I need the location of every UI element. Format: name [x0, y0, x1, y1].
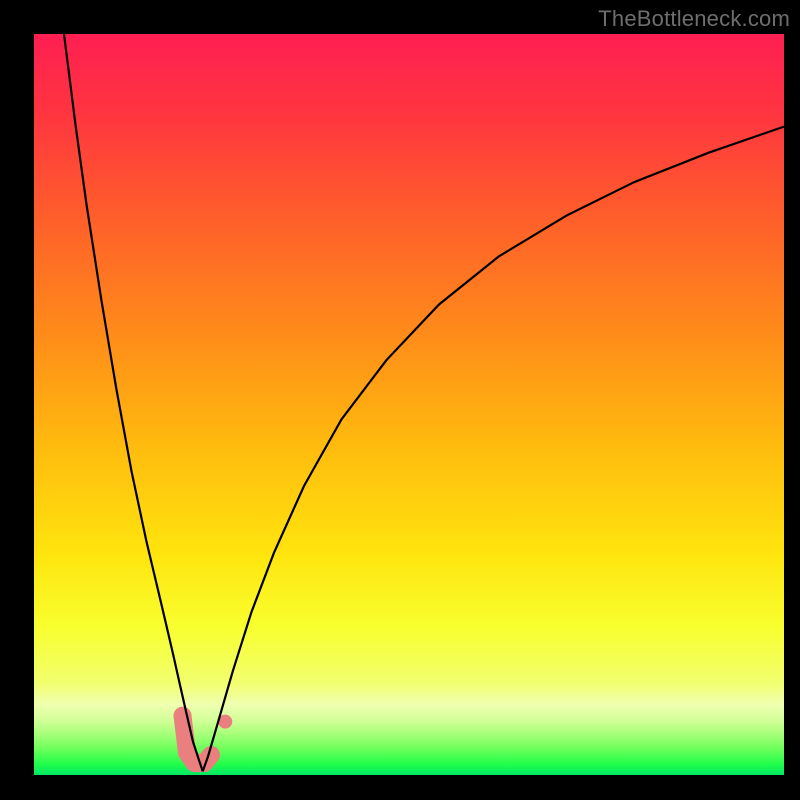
figure-container: TheBottleneck.com [0, 0, 800, 800]
bottleneck-chart [0, 0, 800, 800]
plot-background [34, 34, 784, 775]
watermark-text: TheBottleneck.com [598, 6, 790, 32]
